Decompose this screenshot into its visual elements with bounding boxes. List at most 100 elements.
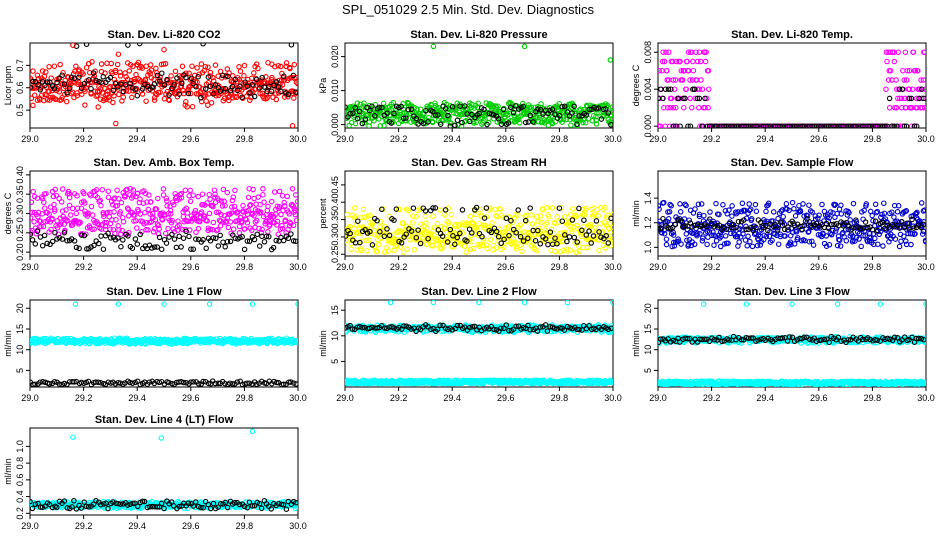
data-point [587, 221, 594, 228]
data-point [151, 81, 158, 87]
data-point [660, 95, 666, 102]
data-point [232, 187, 238, 194]
panel-title: Stan. Dev. Gas Stream RH [411, 157, 547, 169]
data-point [179, 80, 185, 87]
data-point [735, 209, 741, 215]
data-point [778, 208, 784, 214]
data-point [409, 213, 416, 219]
data-point [278, 234, 284, 241]
data-point [794, 235, 801, 241]
data-point [658, 67, 662, 74]
data-point [379, 206, 385, 213]
data-point [32, 381, 38, 387]
data-point [476, 110, 482, 117]
data-point [733, 123, 740, 128]
data-point [437, 322, 443, 329]
data-point [148, 199, 154, 205]
data-point [256, 210, 263, 216]
data-point [668, 203, 674, 209]
data-point [207, 83, 214, 90]
data-point [762, 222, 769, 229]
y-tick-label: 10 [330, 331, 340, 341]
x-tick-label: 29.8 [551, 262, 569, 272]
data-point [444, 218, 450, 225]
data-point [467, 213, 474, 220]
data-point [234, 87, 241, 94]
data-point [227, 219, 234, 225]
data-point [690, 58, 696, 65]
data-point [571, 234, 578, 241]
data-point [672, 221, 678, 227]
data-point [147, 211, 153, 217]
data-point [363, 237, 369, 244]
data-point [527, 112, 534, 119]
data-point [202, 63, 209, 70]
data-point [348, 246, 355, 252]
data-point [189, 63, 195, 69]
data-point [117, 209, 124, 215]
data-point [273, 96, 280, 103]
data-point [206, 210, 213, 217]
data-point [906, 95, 913, 102]
x-tick-label: 29.4 [756, 262, 774, 272]
x-tick-label: 30.0 [289, 134, 307, 144]
data-point [535, 218, 541, 225]
data-point [662, 86, 669, 92]
data-point [699, 123, 706, 128]
data-point [107, 235, 114, 241]
data-point [445, 220, 452, 226]
data-point [159, 70, 165, 76]
data-point [660, 49, 666, 55]
data-point [178, 244, 184, 250]
data-point [129, 245, 136, 251]
data-point [384, 325, 390, 332]
data-point [873, 209, 880, 216]
data-point [164, 76, 170, 83]
data-point [726, 123, 732, 128]
data-point [146, 379, 153, 385]
data-point [91, 226, 97, 232]
data-point [535, 231, 542, 238]
data-point [30, 68, 36, 74]
data-point [176, 91, 182, 97]
data-point [210, 235, 217, 241]
x-tick-label: 29.6 [497, 393, 515, 403]
data-point [543, 204, 550, 211]
data-point [408, 228, 415, 234]
data-point [511, 112, 517, 119]
data-point [84, 246, 90, 252]
data-point [599, 229, 606, 235]
data-point [222, 202, 228, 209]
data-point [439, 233, 446, 239]
data-point [684, 237, 690, 244]
data-point [446, 113, 452, 120]
data-point [422, 208, 429, 214]
outlier-point [521, 43, 528, 50]
data-point [462, 103, 468, 109]
data-point [422, 213, 429, 219]
data-point [733, 224, 739, 231]
data-point [658, 225, 664, 231]
data-point [98, 202, 104, 209]
data-point [284, 193, 290, 200]
data-point [63, 207, 69, 213]
data-point [437, 207, 443, 213]
data-point [677, 201, 683, 207]
data-point [517, 233, 524, 240]
data-point [603, 233, 609, 239]
data-point [413, 115, 420, 122]
x-tick-label: 29.0 [336, 262, 354, 272]
data-point [247, 90, 253, 96]
panel-title: Stan. Dev. Line 2 Flow [421, 286, 537, 298]
data-point [134, 241, 141, 247]
data-point [663, 236, 670, 242]
data-point [118, 243, 124, 250]
data-point [894, 209, 901, 215]
data-point [774, 232, 780, 239]
data-point [143, 220, 150, 226]
y-tick-label: 0.30 [15, 205, 25, 223]
data-point [35, 82, 41, 88]
data-point [769, 237, 775, 244]
data-point [698, 201, 705, 207]
